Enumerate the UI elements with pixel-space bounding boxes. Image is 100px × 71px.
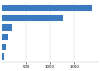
Bar (2, 24, 12, 31)
Bar (2, 15, 63, 21)
Bar (2, 53, 4, 60)
Bar (2, 44, 6, 50)
Bar (2, 34, 8, 40)
Bar (2, 5, 92, 11)
